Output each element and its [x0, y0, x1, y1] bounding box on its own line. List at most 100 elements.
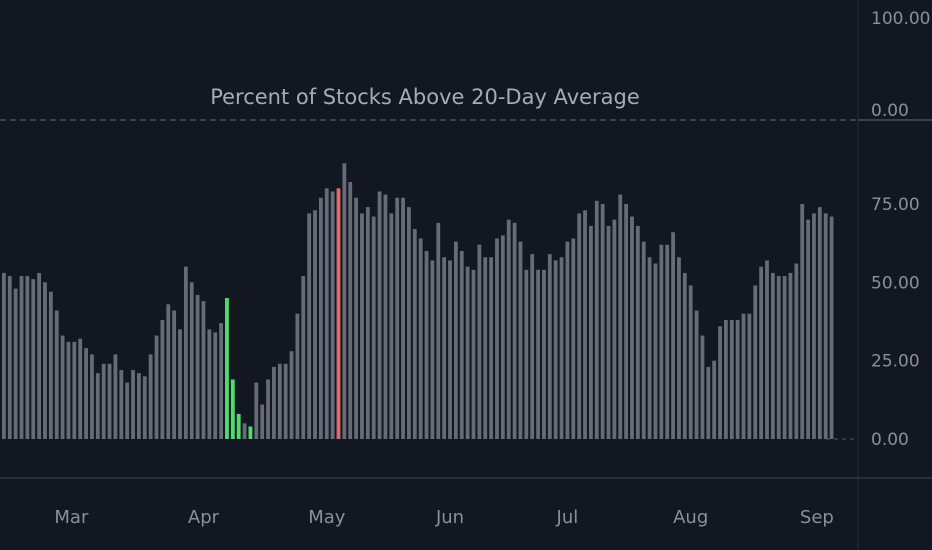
bar [729, 319, 734, 439]
bar [682, 272, 687, 439]
y-axis[interactable]: 75.00 50.00 25.00 0.00 [871, 195, 920, 450]
bar [242, 423, 247, 439]
bar [95, 373, 100, 439]
bar [641, 241, 646, 439]
x-tick-label: May [308, 507, 346, 528]
bar [512, 222, 517, 439]
bar [477, 244, 482, 439]
bar [360, 213, 364, 439]
bar [635, 225, 640, 439]
bar [436, 222, 441, 439]
bar [559, 257, 564, 439]
bar [753, 285, 758, 439]
bar [230, 379, 235, 439]
bar [712, 360, 717, 439]
bar [154, 335, 159, 439]
bar [418, 238, 423, 439]
bar [618, 194, 623, 439]
bar [665, 244, 670, 439]
bar [166, 304, 171, 439]
bar [189, 282, 194, 439]
bar [348, 182, 353, 439]
bar [201, 301, 206, 439]
bar [266, 379, 270, 439]
x-axis[interactable]: Mar Apr May Jun Jul Aug Sep [54, 507, 833, 528]
bar [2, 272, 6, 439]
bar [583, 210, 587, 439]
y-tick-label: 25.00 [871, 352, 920, 372]
bar [700, 335, 705, 439]
bar [119, 370, 124, 439]
bar [225, 298, 229, 439]
bar [647, 257, 652, 439]
bar [694, 310, 699, 439]
bar [324, 188, 329, 439]
bar [747, 313, 752, 439]
bar [48, 291, 53, 439]
bar [577, 213, 582, 439]
bar [806, 219, 810, 439]
bar [254, 382, 259, 439]
bar [430, 260, 435, 439]
bar [178, 329, 182, 439]
bar [213, 332, 218, 439]
bar [260, 404, 265, 439]
bar [518, 241, 523, 439]
bar [43, 282, 47, 439]
x-tick-label: Jun [435, 507, 464, 528]
bar [207, 329, 212, 439]
bar [671, 232, 675, 439]
bar [589, 225, 593, 439]
bar [653, 263, 658, 439]
bar [172, 310, 177, 439]
bar [489, 257, 494, 439]
bar [459, 251, 464, 439]
bar [735, 319, 740, 439]
bar [465, 266, 470, 439]
bar [113, 354, 118, 439]
bar [37, 272, 42, 439]
bar [60, 335, 65, 439]
bar [688, 285, 693, 439]
bar [770, 272, 775, 439]
bar [524, 269, 529, 439]
bar [236, 413, 241, 439]
bar [759, 266, 764, 439]
bar [313, 210, 317, 439]
bar [530, 254, 535, 439]
bar [383, 194, 388, 439]
bar [389, 213, 394, 439]
bar [448, 260, 452, 439]
bar [301, 276, 306, 439]
bar [453, 241, 458, 439]
bar [25, 276, 30, 439]
bar [412, 229, 417, 439]
x-tick-label: Apr [188, 507, 220, 528]
bar [7, 276, 12, 439]
bar [483, 257, 488, 439]
bar [741, 313, 746, 439]
bar [800, 204, 805, 439]
bar [277, 363, 282, 439]
bar [812, 213, 816, 439]
bar [365, 207, 370, 439]
bar [547, 254, 552, 439]
bar [659, 244, 664, 439]
bar [107, 363, 112, 439]
bar [624, 204, 629, 439]
x-tick-label: Mar [54, 507, 89, 528]
bar [125, 382, 130, 439]
bar [183, 266, 188, 439]
bar [612, 219, 617, 439]
bar [78, 338, 83, 439]
bar [354, 197, 358, 439]
bar [272, 366, 276, 439]
bar [342, 163, 347, 439]
bar [195, 294, 200, 439]
bar [630, 216, 634, 439]
bar [131, 370, 135, 439]
bar [506, 219, 511, 439]
bar [594, 200, 599, 439]
bar [776, 276, 781, 439]
